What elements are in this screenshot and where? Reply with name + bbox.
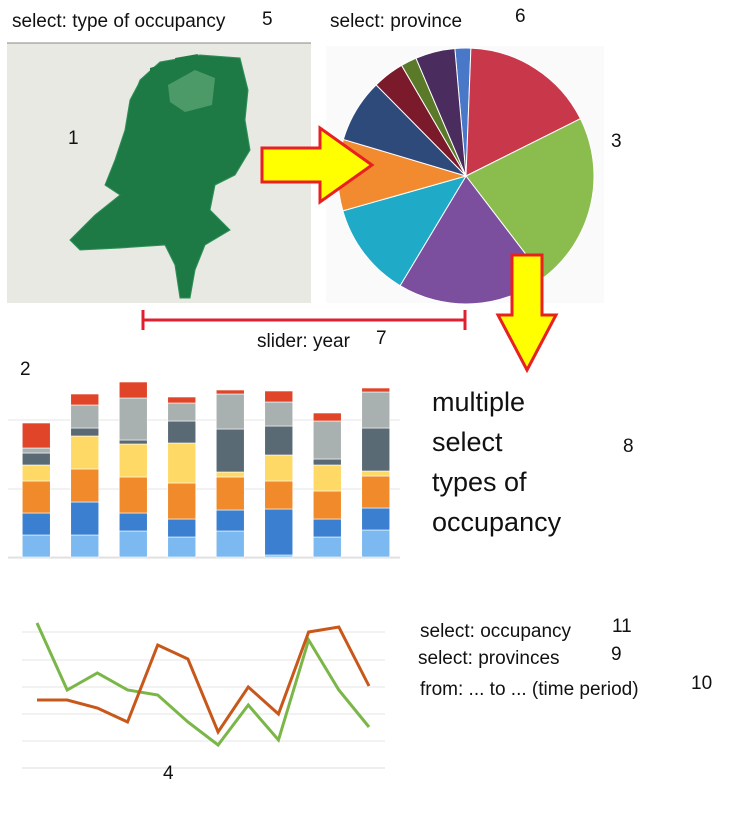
pie-slice bbox=[342, 175, 468, 287]
bar-segment bbox=[70, 468, 100, 503]
label[interactable]: select: province bbox=[330, 11, 462, 32]
bar-segment bbox=[167, 482, 197, 520]
label[interactable]: multiple bbox=[432, 387, 525, 417]
bar-segment bbox=[167, 396, 197, 404]
number: 1 bbox=[68, 128, 79, 149]
map-island bbox=[175, 54, 198, 62]
bar-segment bbox=[361, 507, 391, 531]
label[interactable]: select bbox=[432, 427, 503, 457]
label[interactable]: select: provinces bbox=[418, 648, 560, 669]
bar-segment bbox=[361, 387, 391, 393]
bar-segment bbox=[361, 529, 391, 558]
pie-slice bbox=[465, 47, 582, 177]
bar-segment bbox=[312, 458, 342, 466]
number: 6 bbox=[515, 6, 526, 27]
bar-segment bbox=[312, 490, 342, 520]
bar-segment bbox=[215, 509, 245, 532]
bar-segment bbox=[361, 427, 391, 472]
bar-segment bbox=[312, 536, 342, 558]
pie-chart bbox=[337, 47, 595, 305]
bar-segment bbox=[215, 471, 245, 478]
bar-segment bbox=[21, 452, 51, 466]
bar-segment bbox=[312, 464, 342, 492]
bar-segment bbox=[361, 470, 391, 477]
line-series bbox=[35, 622, 371, 748]
bar-segment bbox=[361, 391, 391, 429]
label[interactable]: occupancy bbox=[432, 507, 562, 537]
line-series bbox=[37, 625, 371, 736]
line-chart bbox=[22, 622, 385, 769]
bar-segment bbox=[21, 480, 51, 514]
bar-segment bbox=[264, 480, 294, 510]
map-island bbox=[150, 62, 170, 74]
number: 2 bbox=[20, 359, 31, 380]
pie-slice bbox=[415, 47, 467, 177]
stacked-bar-chart bbox=[8, 381, 400, 558]
bar-segment bbox=[21, 464, 51, 482]
number: 8 bbox=[623, 436, 634, 457]
bar-segment bbox=[70, 534, 100, 558]
number: 7 bbox=[376, 328, 387, 349]
map-netherlands[interactable] bbox=[69, 54, 251, 299]
bar-segment bbox=[21, 422, 51, 449]
bar-segment bbox=[167, 420, 197, 444]
number: 10 bbox=[691, 673, 712, 694]
bar-segment bbox=[118, 397, 148, 441]
bar-segment bbox=[312, 420, 342, 460]
bar-segment bbox=[215, 428, 245, 473]
number: 5 bbox=[262, 9, 273, 30]
bar-segment bbox=[264, 401, 294, 427]
bar-segment bbox=[118, 443, 148, 478]
bar-segment bbox=[215, 389, 245, 395]
bar-segment bbox=[70, 427, 100, 437]
arrow-down bbox=[495, 253, 559, 374]
bar-segment bbox=[312, 518, 342, 538]
bar-segment bbox=[21, 447, 51, 454]
label[interactable]: from: ... to ... (time period) bbox=[420, 679, 639, 700]
bar-segment bbox=[167, 536, 197, 558]
bar-segment bbox=[21, 534, 51, 558]
number: 3 bbox=[611, 131, 622, 152]
label[interactable]: types of bbox=[432, 467, 527, 497]
bar-segment bbox=[118, 476, 148, 514]
label[interactable]: select: type of occupancy bbox=[12, 11, 226, 32]
bar-segment bbox=[70, 435, 100, 470]
bar-segment bbox=[264, 390, 294, 403]
bar-segment bbox=[215, 530, 245, 558]
number: 4 bbox=[163, 763, 174, 784]
number: 9 bbox=[611, 644, 622, 665]
bar-segment bbox=[21, 512, 51, 536]
bar-segment bbox=[118, 512, 148, 532]
bar-segment bbox=[167, 518, 197, 538]
bar-segment bbox=[118, 530, 148, 558]
bar-segment bbox=[215, 393, 245, 430]
bar-segment bbox=[70, 501, 100, 536]
bar-segment bbox=[264, 425, 294, 456]
bar-segment bbox=[70, 404, 100, 429]
bar-segment bbox=[215, 476, 245, 511]
bar-segment bbox=[70, 393, 100, 406]
bar-segment bbox=[118, 439, 148, 445]
bar-segment bbox=[264, 454, 294, 482]
bar-segment bbox=[167, 402, 197, 422]
arrow-right bbox=[260, 125, 375, 205]
bar-segment bbox=[264, 508, 294, 556]
bar-segment bbox=[361, 475, 391, 509]
pie-slice bbox=[465, 118, 595, 279]
bar-segment bbox=[312, 412, 342, 422]
map-province-highlight[interactable] bbox=[168, 70, 215, 112]
label[interactable]: slider: year bbox=[257, 331, 351, 352]
bar-segment bbox=[167, 442, 197, 484]
number: 11 bbox=[612, 616, 632, 637]
label[interactable]: select: occupancy bbox=[420, 621, 572, 642]
bar-segment bbox=[118, 381, 148, 399]
